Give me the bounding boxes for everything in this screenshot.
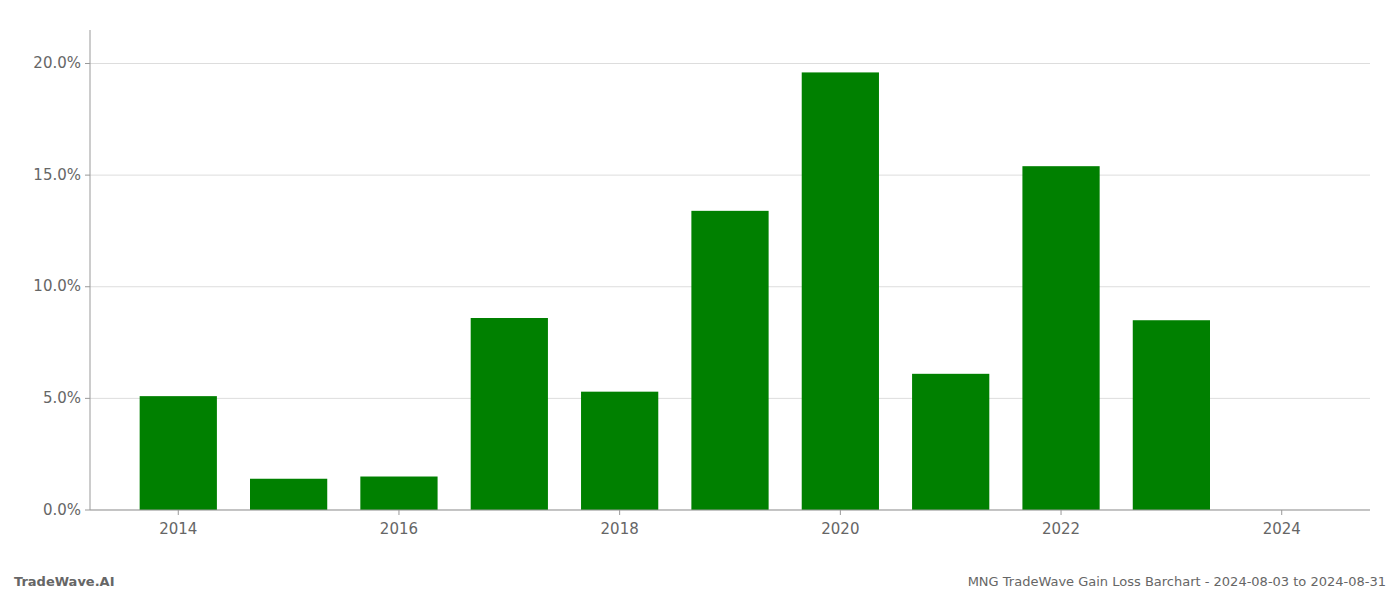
- bars: [140, 72, 1210, 510]
- y-axis: 0.0% 5.0% 10.0% 15.0% 20.0%: [33, 30, 90, 519]
- x-tick-label: 2016: [380, 520, 418, 538]
- bar: [1133, 320, 1210, 510]
- footer-left: TradeWave.AI: [14, 574, 115, 589]
- grid-line: [90, 175, 1370, 176]
- y-tick-label: 5.0%: [43, 389, 81, 407]
- bar: [360, 477, 437, 510]
- bar: [691, 211, 768, 510]
- chart-container: 0.0%5.0%10.0%15.0%20.0%20142016201820202…: [0, 0, 1400, 600]
- bar: [471, 318, 548, 510]
- bar: [912, 374, 989, 510]
- y-grid: [90, 63, 1370, 510]
- bar: [140, 396, 217, 510]
- x-tick-label: 2022: [1042, 520, 1080, 538]
- y-tick-label: 15.0%: [33, 166, 81, 184]
- grid-line: [90, 510, 1370, 511]
- bar: [1022, 166, 1099, 510]
- bar: [250, 479, 327, 510]
- y-tick: [85, 398, 90, 399]
- chart-svg: 0.0%5.0%10.0%15.0%20.0%20142016201820202…: [0, 0, 1400, 600]
- x-tick-label: 2018: [601, 520, 639, 538]
- x-tick-label: 2024: [1263, 520, 1301, 538]
- bar: [802, 72, 879, 510]
- x-tick: [840, 510, 841, 515]
- x-tick: [1281, 510, 1282, 515]
- footer-right: MNG TradeWave Gain Loss Barchart - 2024-…: [968, 574, 1386, 589]
- x-axis: 2014 2016 2018 2020 2022 2024: [90, 510, 1370, 538]
- y-tick: [85, 175, 90, 176]
- grid-line: [90, 63, 1370, 64]
- y-tick-label: 10.0%: [33, 277, 81, 295]
- x-tick: [1061, 510, 1062, 515]
- x-tick: [619, 510, 620, 515]
- x-tick-label: 2014: [159, 520, 197, 538]
- y-tick: [85, 286, 90, 287]
- y-tick-label: 20.0%: [33, 54, 81, 72]
- x-tick-label: 2020: [821, 520, 859, 538]
- x-axis-line: [90, 510, 1370, 511]
- x-tick: [398, 510, 399, 515]
- x-tick: [178, 510, 179, 515]
- y-tick: [85, 510, 90, 511]
- y-axis-line: [90, 30, 91, 510]
- bar: [581, 392, 658, 510]
- y-tick: [85, 63, 90, 64]
- y-tick-label: 0.0%: [43, 501, 81, 519]
